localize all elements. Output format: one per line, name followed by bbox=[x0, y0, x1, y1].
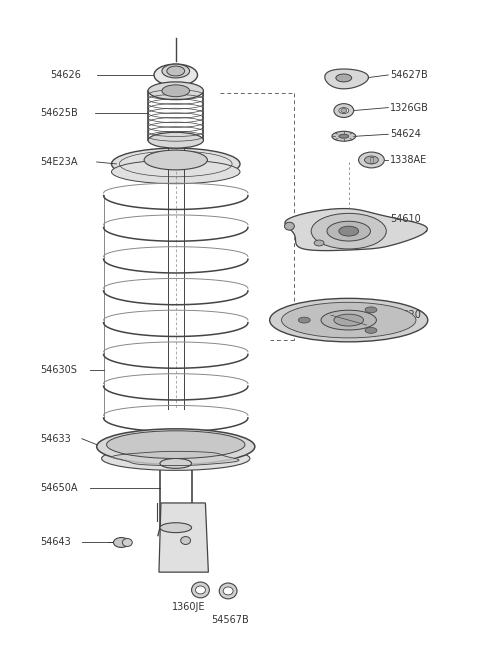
Ellipse shape bbox=[111, 148, 240, 180]
Ellipse shape bbox=[336, 74, 352, 82]
Ellipse shape bbox=[160, 523, 192, 533]
Text: 54624: 54624 bbox=[390, 129, 421, 139]
Ellipse shape bbox=[162, 85, 190, 97]
Ellipse shape bbox=[285, 222, 294, 230]
Ellipse shape bbox=[148, 132, 204, 148]
Ellipse shape bbox=[339, 226, 359, 236]
Ellipse shape bbox=[339, 108, 349, 114]
Ellipse shape bbox=[111, 160, 240, 184]
Ellipse shape bbox=[122, 539, 132, 547]
Ellipse shape bbox=[180, 537, 191, 545]
Text: 1326GB: 1326GB bbox=[390, 102, 429, 112]
Ellipse shape bbox=[162, 64, 190, 78]
Ellipse shape bbox=[96, 429, 255, 464]
Text: 54627B: 54627B bbox=[390, 70, 428, 80]
Ellipse shape bbox=[334, 104, 354, 118]
Ellipse shape bbox=[365, 307, 377, 313]
Ellipse shape bbox=[281, 302, 416, 338]
Text: 54643: 54643 bbox=[40, 537, 71, 547]
Text: 54650A: 54650A bbox=[40, 483, 78, 493]
Ellipse shape bbox=[332, 131, 356, 141]
Ellipse shape bbox=[107, 431, 245, 459]
Text: 54625B: 54625B bbox=[40, 108, 78, 118]
Ellipse shape bbox=[102, 447, 250, 470]
Ellipse shape bbox=[148, 82, 204, 100]
Ellipse shape bbox=[339, 134, 349, 138]
Text: ᗑ: ᗑ bbox=[369, 156, 373, 164]
Ellipse shape bbox=[365, 327, 377, 333]
Ellipse shape bbox=[298, 317, 310, 323]
Ellipse shape bbox=[192, 582, 209, 598]
Polygon shape bbox=[113, 451, 239, 466]
Ellipse shape bbox=[327, 221, 371, 241]
Ellipse shape bbox=[270, 298, 428, 342]
Text: 54610: 54610 bbox=[390, 214, 421, 224]
Polygon shape bbox=[285, 208, 427, 250]
Ellipse shape bbox=[223, 587, 233, 595]
Ellipse shape bbox=[113, 537, 129, 547]
Text: 54620: 54620 bbox=[390, 310, 421, 320]
Text: 54626: 54626 bbox=[50, 70, 81, 80]
Ellipse shape bbox=[359, 152, 384, 168]
Ellipse shape bbox=[364, 156, 378, 164]
Ellipse shape bbox=[144, 150, 207, 170]
Polygon shape bbox=[159, 503, 208, 572]
Ellipse shape bbox=[160, 459, 192, 468]
Ellipse shape bbox=[195, 586, 205, 594]
Ellipse shape bbox=[167, 66, 185, 76]
Text: 1360JE: 1360JE bbox=[172, 602, 205, 612]
Text: 54567B: 54567B bbox=[211, 614, 249, 625]
Ellipse shape bbox=[154, 64, 197, 86]
Text: 1338AE: 1338AE bbox=[390, 155, 428, 165]
Polygon shape bbox=[325, 69, 369, 89]
Text: 54633: 54633 bbox=[40, 434, 71, 443]
Ellipse shape bbox=[334, 314, 363, 326]
Text: 54E23A: 54E23A bbox=[40, 157, 78, 167]
Ellipse shape bbox=[219, 583, 237, 599]
Ellipse shape bbox=[321, 310, 376, 330]
Ellipse shape bbox=[311, 214, 386, 249]
Text: 54630S: 54630S bbox=[40, 365, 77, 374]
Ellipse shape bbox=[341, 108, 347, 112]
Ellipse shape bbox=[314, 240, 324, 246]
